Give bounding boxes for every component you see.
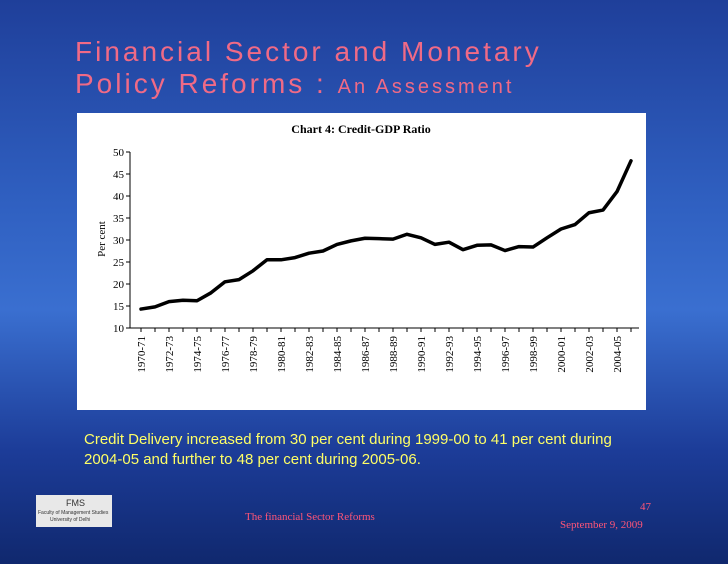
x-tick-label: 1994-95 bbox=[472, 336, 484, 373]
page-number: 47 bbox=[640, 501, 651, 513]
y-tick-label: 30 bbox=[113, 235, 125, 247]
logo-university: University of Delhi bbox=[50, 517, 91, 523]
y-tick-label: 20 bbox=[113, 279, 125, 291]
x-tick-label: 1982-83 bbox=[304, 336, 316, 373]
x-tick-label: 2004-05 bbox=[612, 336, 624, 373]
logo-name: Faculty of Management Studies bbox=[38, 510, 109, 516]
title-line: Financial Sector and Monetary bbox=[75, 36, 542, 67]
date: September 9, 2009 bbox=[560, 519, 643, 531]
x-tick-label: 1970-71 bbox=[136, 336, 148, 373]
y-tick-label: 10 bbox=[113, 323, 125, 335]
y-axis-label: Per cent bbox=[96, 221, 108, 257]
y-tick-label: 45 bbox=[113, 169, 125, 181]
x-tick-label: 1980-81 bbox=[276, 336, 288, 373]
y-tick-label: 15 bbox=[113, 301, 125, 313]
x-tick-label: 1986-87 bbox=[360, 336, 372, 373]
chart: Chart 4: Credit-GDP Ratio Per cent 10 15 2… bbox=[77, 113, 646, 410]
x-tick-label: 1998-99 bbox=[528, 336, 540, 373]
x-tick-label: 1988-89 bbox=[388, 336, 400, 373]
footer: The financial Sector Reforms bbox=[245, 511, 375, 523]
slide-title: Financial Sector and Monetary Policy Ref… bbox=[75, 36, 542, 103]
title-line: Policy Reforms : An Assessment bbox=[75, 68, 542, 103]
logo: FMS Faculty of Management Studies Univer… bbox=[36, 495, 112, 527]
title-text: Policy Reforms : bbox=[75, 68, 327, 99]
x-tick-label: 1984-85 bbox=[332, 336, 344, 373]
title-subtext: An Assessment bbox=[337, 76, 515, 98]
x-tick-label: 1972-73 bbox=[164, 336, 176, 373]
x-tick-label: 2002-03 bbox=[584, 336, 596, 373]
data-line bbox=[139, 159, 633, 311]
x-tick-label: 2000-01 bbox=[556, 336, 568, 373]
y-tick-label: 25 bbox=[113, 257, 125, 269]
x-tick-label: 1992-93 bbox=[444, 336, 456, 373]
y-tick-label: 50 bbox=[113, 147, 125, 159]
x-tick-label: 1990-91 bbox=[416, 336, 428, 373]
chart-title: Chart 4: Credit-GDP Ratio bbox=[291, 122, 430, 136]
x-tick-label: 1996-97 bbox=[500, 336, 512, 373]
x-tick-label: 1978-79 bbox=[248, 336, 260, 373]
caption: Credit Delivery increased from 30 per ce… bbox=[84, 431, 612, 468]
logo-abbr: FMS bbox=[66, 498, 85, 508]
x-tick-label: 1974-75 bbox=[192, 336, 204, 373]
x-tick-label: 1976-77 bbox=[220, 336, 232, 373]
y-tick-label: 35 bbox=[113, 213, 125, 225]
y-tick-label: 40 bbox=[113, 191, 125, 203]
